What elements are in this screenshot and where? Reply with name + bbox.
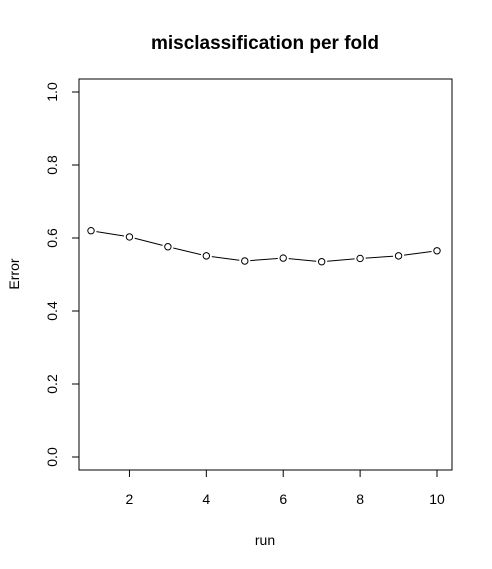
data-point (202, 252, 211, 260)
y-axis: 0.0 0.2 0.4 0.6 0.8 1.0 (44, 82, 80, 467)
x-tick-label: 8 (356, 491, 364, 507)
x-tick-label: 4 (202, 491, 210, 507)
data-point (87, 227, 95, 235)
series-segment (96, 231, 125, 237)
series-segment (250, 257, 278, 262)
x-tick-label: 6 (279, 491, 287, 507)
y-axis-label: Error (6, 258, 22, 289)
y-tick-label: 0.4 (44, 301, 60, 321)
series-segment (211, 256, 240, 261)
data-point (279, 254, 287, 262)
data-point (241, 257, 249, 265)
y-tick-label: 0.0 (44, 447, 60, 467)
data-point (125, 233, 134, 241)
series-segment (327, 258, 355, 262)
series-segment (134, 237, 163, 246)
series-segment (288, 258, 317, 262)
series-segment (365, 255, 394, 259)
x-tick-label: 10 (429, 491, 445, 507)
x-axis-label: run (255, 532, 275, 548)
series-segment (173, 247, 202, 256)
series-layer (87, 227, 441, 266)
x-tick-label: 2 (126, 491, 134, 507)
data-point (433, 247, 441, 255)
series-segment (403, 251, 432, 256)
x-axis: 2 4 6 8 10 (126, 469, 445, 507)
chart-title: misclassification per fold (151, 33, 379, 54)
plot-frame (78, 78, 453, 471)
data-point (317, 258, 326, 266)
y-tick-label: 0.8 (44, 155, 60, 175)
data-point (356, 254, 364, 263)
y-tick-label: 0.2 (44, 374, 60, 394)
y-tick-label: 1.0 (44, 82, 60, 102)
y-tick-label: 0.6 (44, 228, 60, 248)
data-point (164, 243, 172, 251)
data-point (394, 252, 403, 260)
